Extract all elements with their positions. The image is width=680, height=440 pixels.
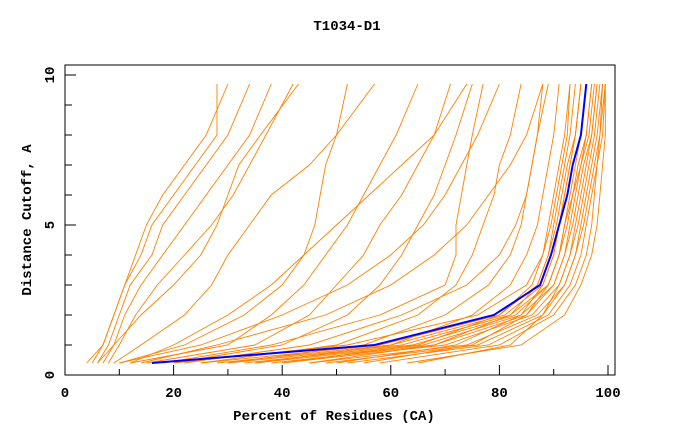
y-tick-label: 5 <box>43 221 59 229</box>
model-series-line <box>407 84 606 364</box>
model-series-line <box>91 84 218 364</box>
model-series-line <box>254 83 598 364</box>
axis-ticks: 0 20 40 60 80 100 0 5 10 <box>43 67 621 402</box>
model-series-line <box>97 83 299 364</box>
model-series-line <box>173 83 473 364</box>
model-series-line <box>216 83 582 364</box>
model-series-line <box>347 83 606 364</box>
model-series-line <box>173 83 571 364</box>
model-series-line <box>200 83 522 364</box>
y-tick-label: 0 <box>43 371 59 379</box>
x-tick-label: 80 <box>491 386 508 402</box>
x-tick-label: 0 <box>61 386 69 402</box>
chart-title: T1034-D1 <box>313 19 380 35</box>
model-series-line <box>282 83 571 364</box>
x-tick-label: 100 <box>595 386 620 402</box>
plot-frame <box>64 64 616 376</box>
model-series-line <box>102 83 272 364</box>
model-series-line <box>162 83 484 364</box>
model-series-line <box>130 83 419 364</box>
y-tick-label: 10 <box>43 67 59 84</box>
model-series-line <box>86 83 229 364</box>
model-series-line <box>200 83 582 364</box>
x-axis-label: Percent of Residues (CA) <box>233 409 435 425</box>
model-series-line <box>282 83 601 364</box>
series-group <box>86 83 606 364</box>
highlight-series-line <box>151 83 588 364</box>
model-series-line <box>309 83 604 364</box>
model-series-line <box>113 83 375 364</box>
x-tick-label: 40 <box>274 386 291 402</box>
model-series-line <box>227 83 593 364</box>
model-series-line <box>119 83 348 364</box>
x-tick-label: 60 <box>382 386 399 402</box>
model-series-line <box>146 83 451 364</box>
model-series-line <box>271 83 595 364</box>
y-axis-label: Distance Cutoff, A <box>20 144 36 296</box>
model-series-line <box>184 83 549 364</box>
model-series-line <box>325 83 604 364</box>
model-series-line <box>417 83 598 364</box>
model-series-line <box>244 83 593 364</box>
model-series-line <box>379 83 606 364</box>
model-series-line <box>97 83 251 364</box>
model-series-line <box>130 83 468 364</box>
x-tick-label: 20 <box>165 386 182 402</box>
model-series-line <box>140 83 544 364</box>
